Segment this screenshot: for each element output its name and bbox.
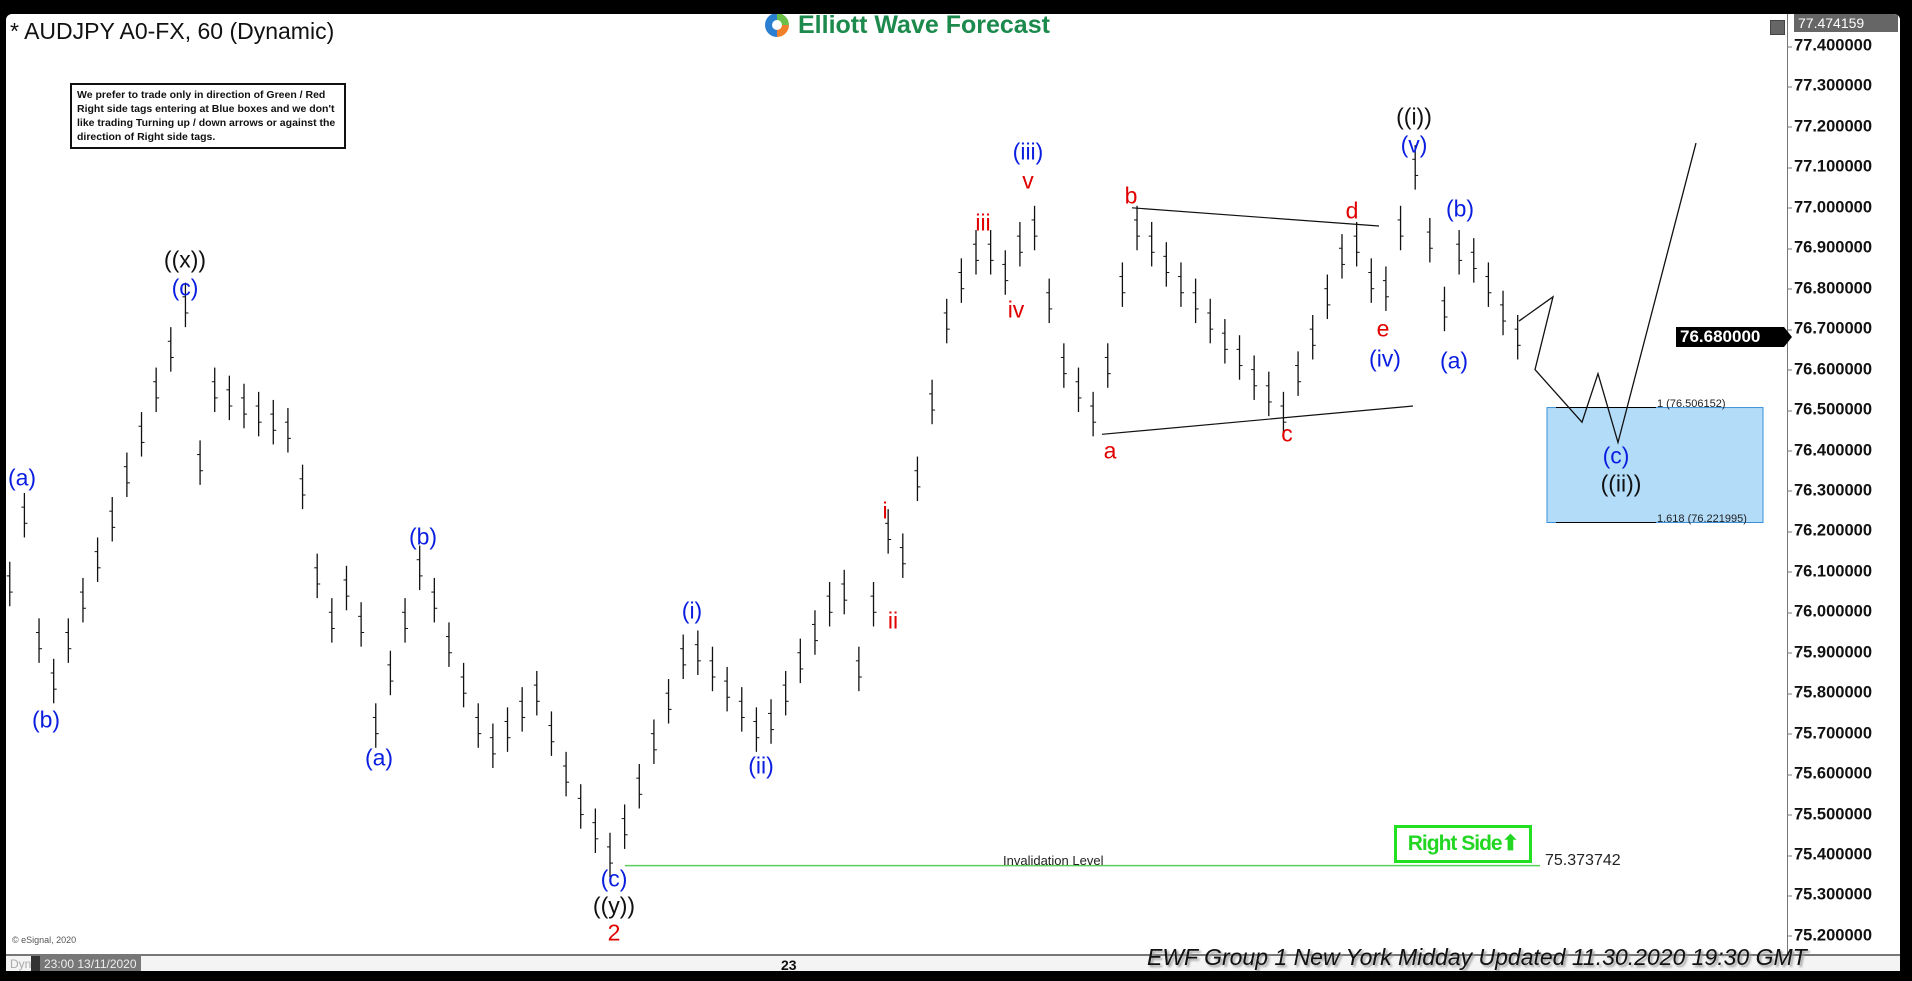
time-axis[interactable]: Dyn 23:00 13/11/2020 23 xyxy=(6,954,1900,971)
wave-label: (v) xyxy=(1400,131,1428,158)
last-price-marker: 76.680000 xyxy=(1676,327,1792,348)
blue-box xyxy=(1546,407,1764,524)
triangle-lower-line xyxy=(1101,405,1414,435)
price-tick: 76.600000 xyxy=(1788,360,1872,379)
wave-label: ((x)) xyxy=(163,246,207,273)
price-tick: 76.900000 xyxy=(1788,238,1872,257)
arrow-up-icon: ⬆ xyxy=(1501,832,1520,855)
wave-label: ((i)) xyxy=(1396,103,1432,130)
projection-path xyxy=(1518,142,1697,445)
dyn-label: Dyn xyxy=(10,957,32,971)
wave-label: iv xyxy=(1007,296,1025,323)
time-tick: 23 xyxy=(781,957,797,971)
top-price-marker: 77.474159 xyxy=(1794,14,1898,32)
fib-1-label: 1 (76.506152) xyxy=(1657,398,1726,410)
wave-label: (i) xyxy=(681,597,703,624)
wave-label: i xyxy=(882,497,888,524)
price-tick: 75.300000 xyxy=(1788,885,1872,904)
wave-label: ii xyxy=(887,607,899,634)
chart-window: * AUDJPY A0-FX, 60 (Dynamic) We prefer t… xyxy=(6,14,1900,971)
price-tick: 77.100000 xyxy=(1788,157,1872,176)
wave-label: (b) xyxy=(408,523,438,550)
logo: Elliott Wave Forecast xyxy=(754,14,1072,44)
price-tick: 76.400000 xyxy=(1788,441,1872,459)
logo-text: Elliott Wave Forecast xyxy=(798,14,1050,39)
price-plot xyxy=(6,142,1764,878)
fib-1618-label: 1.618 (76.221995) xyxy=(1657,513,1747,525)
logo-icon xyxy=(765,14,789,37)
triangle-upper-line xyxy=(1131,207,1380,227)
wave-label: d xyxy=(1345,197,1359,224)
price-tick: 76.300000 xyxy=(1788,481,1872,500)
wave-label: (a) xyxy=(1439,347,1469,374)
wave-label: (c) xyxy=(600,865,628,892)
invalidation-price: 75.373742 xyxy=(1545,852,1621,869)
dyn-button[interactable] xyxy=(31,956,40,971)
price-tick: 75.700000 xyxy=(1788,724,1872,743)
wave-label: b xyxy=(1124,182,1138,209)
price-tick: 75.900000 xyxy=(1788,643,1872,662)
wave-label: ((y)) xyxy=(592,892,636,919)
copyright: © eSignal, 2020 xyxy=(12,935,77,945)
wave-label: e xyxy=(1376,315,1390,342)
price-tick: 75.400000 xyxy=(1788,845,1872,864)
price-tick: 76.100000 xyxy=(1788,562,1872,581)
price-tick: 75.200000 xyxy=(1788,926,1872,945)
wave-label: (c) xyxy=(1602,442,1630,469)
wave-label: (ii) xyxy=(748,752,774,779)
price-tick: 75.500000 xyxy=(1788,805,1872,824)
price-tick: 76.500000 xyxy=(1788,400,1872,419)
update-text: EWF Group 1 New York Midday Updated 11.3… xyxy=(1147,944,1807,970)
price-tick: 77.400000 xyxy=(1788,36,1872,55)
price-tick: 76.200000 xyxy=(1788,521,1872,540)
wave-label: (a) xyxy=(7,464,37,491)
wave-label: ((ii)) xyxy=(1600,470,1642,497)
wave-label: 2 xyxy=(607,919,621,946)
price-tick: 77.200000 xyxy=(1788,117,1872,136)
wave-label: (iv) xyxy=(1369,345,1401,372)
right-side-text: Right Side xyxy=(1407,832,1503,855)
wave-label: c xyxy=(1281,420,1293,447)
wave-label: iii xyxy=(975,209,991,236)
price-tick: 75.800000 xyxy=(1788,683,1872,702)
price-tick: 77.000000 xyxy=(1788,198,1872,217)
disclaimer-box: We prefer to trade only in direction of … xyxy=(70,83,346,149)
wave-label: (c) xyxy=(171,274,199,301)
price-tick: 77.300000 xyxy=(1788,76,1872,95)
restore-window-button[interactable] xyxy=(1770,20,1785,35)
price-tick: 76.700000 xyxy=(1788,319,1872,338)
wave-label: a xyxy=(1103,437,1117,464)
wave-label: (a) xyxy=(364,744,394,771)
start-date-label: 23:00 13/11/2020 xyxy=(40,956,141,971)
right-side-tag: Right Side⬆ xyxy=(1394,825,1532,863)
wave-label: (b) xyxy=(31,706,61,733)
price-tick: 76.000000 xyxy=(1788,602,1872,621)
invalidation-label: Invalidation Level xyxy=(1003,853,1104,868)
wave-label: v xyxy=(1022,167,1034,194)
wave-label: (b) xyxy=(1445,195,1475,222)
price-tick: 76.800000 xyxy=(1788,279,1872,298)
price-axis[interactable]: 77.474159 77.400000 77.300000 77.200000 77.… xyxy=(1676,14,1900,954)
wave-label: (iii) xyxy=(1012,138,1044,165)
chart-title: * AUDJPY A0-FX, 60 (Dynamic) xyxy=(10,18,335,44)
price-tick: 75.600000 xyxy=(1788,764,1872,783)
